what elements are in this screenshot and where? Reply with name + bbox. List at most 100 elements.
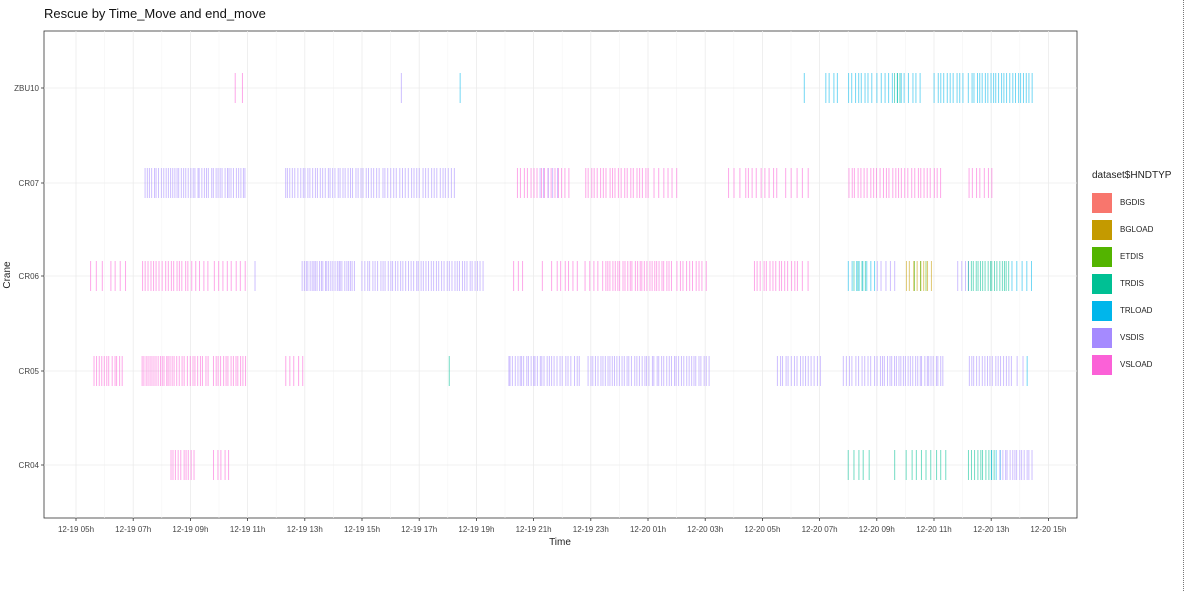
timeline-stripe — [339, 261, 341, 291]
timeline-stripe — [185, 168, 187, 198]
timeline-stripe — [194, 168, 196, 198]
timeline-stripe — [557, 168, 559, 198]
timeline-stripe — [656, 356, 658, 386]
timeline-stripe — [170, 261, 172, 291]
timeline-stripe — [413, 168, 415, 198]
x-tick-label: 12-19 13h — [287, 525, 323, 534]
timeline-stripe — [365, 168, 367, 198]
timeline-stripe — [609, 261, 611, 291]
timeline-stripe — [523, 168, 525, 198]
timeline-stripe — [165, 261, 167, 291]
timeline-stripe — [245, 356, 247, 386]
timeline-stripe — [917, 356, 919, 386]
timeline-stripe — [828, 73, 830, 103]
timeline-stripe — [974, 450, 976, 480]
timeline-stripe — [370, 168, 372, 198]
timeline-stripe — [995, 356, 997, 386]
timeline-stripe — [785, 356, 787, 386]
timeline-stripe — [977, 450, 979, 480]
timeline-stripe — [222, 261, 224, 291]
timeline-stripe — [634, 356, 636, 386]
timeline-stripe — [221, 168, 223, 198]
timeline-stripe — [1005, 356, 1007, 386]
timeline-stripe — [433, 168, 435, 198]
timeline-stripe — [547, 168, 549, 198]
timeline-stripe — [237, 356, 239, 386]
timeline-stripe — [891, 356, 893, 386]
timeline-stripe — [289, 356, 291, 386]
bars-layer — [90, 73, 1033, 480]
timeline-stripe — [360, 168, 362, 198]
timeline-stripe — [864, 356, 866, 386]
timeline-stripe — [438, 261, 440, 291]
timeline-stripe — [1016, 356, 1018, 386]
timeline-stripe — [894, 73, 896, 103]
timeline-stripe — [991, 450, 993, 480]
timeline-stripe — [925, 261, 927, 291]
timeline-stripe — [620, 168, 622, 198]
timeline-stripe — [897, 73, 899, 103]
timeline-stripe — [324, 261, 326, 291]
timeline-stripe — [564, 261, 566, 291]
timeline-stripe — [567, 356, 569, 386]
timeline-stripe — [964, 261, 966, 291]
timeline-stripe — [367, 168, 369, 198]
timeline-stripe — [911, 450, 913, 480]
timeline-stripe — [551, 261, 553, 291]
timeline-stripe — [393, 168, 395, 198]
timeline-stripe — [158, 168, 160, 198]
timeline-stripe — [1003, 356, 1005, 386]
timeline-stripe — [568, 168, 570, 198]
timeline-stripe — [613, 356, 615, 386]
timeline-stripe — [324, 168, 326, 198]
timeline-stripe — [999, 261, 1001, 291]
timeline-stripe — [101, 356, 103, 386]
timeline-stripe — [842, 356, 844, 386]
legend-label: TRLOAD — [1120, 306, 1153, 315]
timeline-stripe — [382, 261, 384, 291]
timeline-stripe — [230, 356, 232, 386]
timeline-stripe — [380, 261, 382, 291]
timeline-stripe — [159, 356, 161, 386]
timeline-stripe — [776, 168, 778, 198]
timeline-stripe — [991, 168, 993, 198]
timeline-stripe — [972, 261, 974, 291]
timeline-stripe — [1022, 73, 1024, 103]
timeline-stripe — [154, 168, 156, 198]
legend-entries: BGDIS BGLOAD ETDIS TRDIS TRLOAD VSDIS VSLOAD — [1092, 189, 1171, 378]
timeline-stripe — [728, 168, 730, 198]
timeline-stripe — [223, 356, 225, 386]
timeline-stripe — [114, 356, 116, 386]
legend-swatch — [1092, 300, 1112, 321]
timeline-stripe — [399, 168, 401, 198]
timeline-stripe — [228, 450, 230, 480]
timeline-stripe — [408, 261, 409, 291]
timeline-stripe — [856, 261, 858, 291]
timeline-stripe — [1030, 261, 1032, 291]
timeline-stripe — [989, 356, 991, 386]
timeline-stripe — [174, 168, 176, 198]
timeline-stripe — [98, 356, 100, 386]
timeline-stripe — [883, 356, 885, 386]
timeline-stripe — [759, 261, 761, 291]
timeline-stripe — [232, 168, 234, 198]
timeline-stripe — [302, 356, 304, 386]
timeline-stripe — [979, 73, 981, 103]
timeline-stripe — [1005, 450, 1007, 480]
timeline-stripe — [889, 261, 891, 291]
timeline-stripe — [1014, 450, 1016, 480]
legend-swatch — [1092, 327, 1112, 348]
timeline-stripe — [176, 168, 178, 198]
timeline-stripe — [119, 261, 121, 291]
timeline-stripe — [632, 168, 634, 198]
timeline-stripe — [195, 261, 197, 291]
timeline-stripe — [439, 168, 441, 198]
timeline-stripe — [155, 356, 157, 386]
timeline-stripe — [864, 261, 866, 291]
x-tick-label: 12-19 23h — [573, 525, 609, 534]
x-tick-labels: 12-19 05h 12-19 07h 12-19 09h 12-19 11h 12-1… — [58, 518, 1066, 534]
timeline-stripe — [541, 261, 543, 291]
timeline-stripe — [560, 261, 562, 291]
timeline-stripe — [870, 356, 872, 386]
timeline-stripe — [471, 261, 473, 291]
